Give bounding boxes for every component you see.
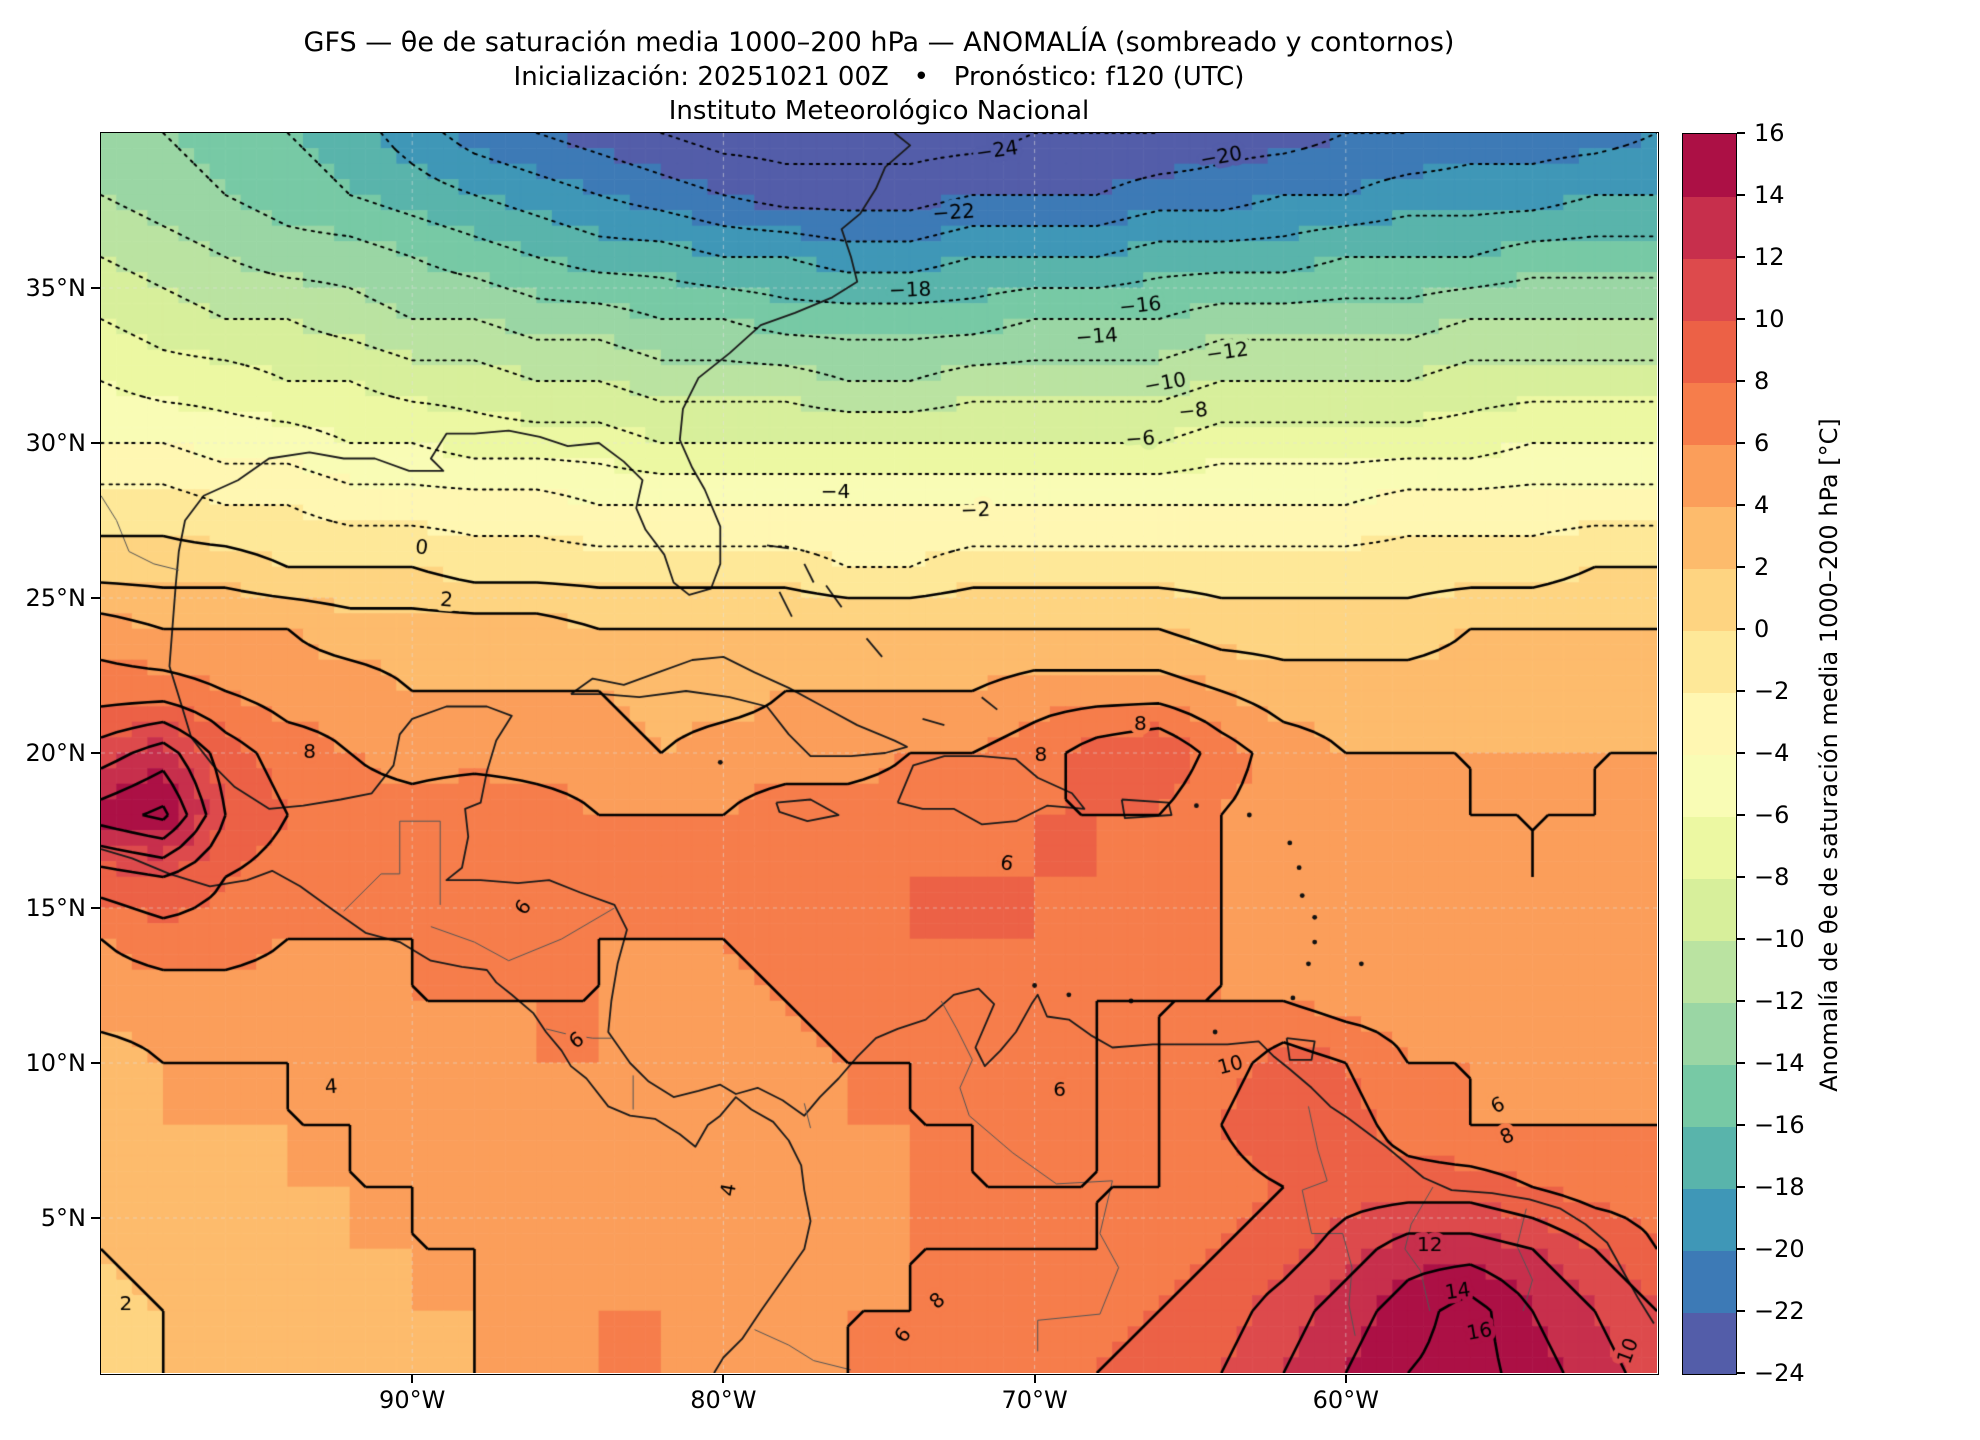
x-tick-label: 70°W — [1001, 1386, 1068, 1414]
colorbar-tick-mark — [1737, 1124, 1745, 1126]
plot-border — [99, 131, 1659, 1375]
colorbar-tick-mark — [1737, 814, 1745, 816]
colorbar-tick-mark — [1737, 752, 1745, 754]
colorbar-tick-label: 14 — [1754, 181, 1785, 209]
colorbar-segment — [1683, 444, 1736, 507]
colorbar-tick-label: −6 — [1754, 801, 1790, 829]
colorbar-tick-label: 10 — [1754, 305, 1785, 333]
title-line-2: Inicialización: 20251021 00Z • Pronóstic… — [513, 62, 1245, 92]
x-tick-label: 60°W — [1312, 1386, 1379, 1414]
colorbar-tick-mark — [1737, 194, 1745, 196]
colorbar-segment — [1683, 1312, 1736, 1374]
y-tick-label: 35°N — [25, 274, 87, 302]
y-tick-mark — [91, 907, 100, 909]
colorbar-segment — [1683, 506, 1736, 569]
colorbar-tick-mark — [1737, 938, 1745, 940]
colorbar-segment — [1683, 1002, 1736, 1065]
y-tick-label: 15°N — [25, 894, 87, 922]
colorbar-tick-mark — [1737, 1062, 1745, 1064]
colorbar-segment — [1683, 134, 1736, 197]
colorbar-tick-label: −16 — [1754, 1111, 1805, 1139]
colorbar-segment — [1683, 816, 1736, 879]
colorbar-segments — [1683, 134, 1736, 1374]
colorbar-label: Anomalía de θe de saturación media 1000–… — [1815, 418, 1843, 1092]
colorbar-tick-label: −20 — [1754, 1235, 1805, 1263]
colorbar-tick-mark — [1737, 1372, 1745, 1374]
x-tick-mark — [1033, 1374, 1036, 1383]
colorbar-segment — [1683, 940, 1736, 1003]
colorbar-segment — [1683, 630, 1736, 693]
colorbar-tick-label: 16 — [1754, 119, 1785, 147]
colorbar-tick-label: −22 — [1754, 1297, 1805, 1325]
colorbar-segment — [1683, 878, 1736, 941]
colorbar-segment — [1683, 258, 1736, 321]
y-tick-mark — [91, 1062, 100, 1064]
colorbar-tick-label: −24 — [1754, 1359, 1805, 1387]
colorbar-segment — [1683, 320, 1736, 383]
figure-titles: GFS — θe de saturación media 1000–200 hP… — [101, 26, 1657, 128]
colorbar-tick-mark — [1737, 1186, 1745, 1188]
y-tick-label: 20°N — [25, 739, 87, 767]
colorbar-tick-label: −18 — [1754, 1173, 1805, 1201]
colorbar-tick-mark — [1737, 318, 1745, 320]
y-tick-label: 30°N — [25, 429, 87, 457]
colorbar-tick-label: −4 — [1754, 739, 1790, 767]
y-tick-label: 10°N — [25, 1049, 87, 1077]
colorbar-tick-mark — [1737, 132, 1745, 134]
colorbar-tick-mark — [1737, 876, 1745, 878]
y-tick-mark — [91, 752, 100, 754]
colorbar-tick-mark — [1737, 1000, 1745, 1002]
colorbar-tick-label: −8 — [1754, 863, 1790, 891]
colorbar-tick-mark — [1737, 442, 1745, 444]
y-tick-mark — [91, 287, 100, 289]
colorbar-segment — [1683, 568, 1736, 631]
colorbar-tick-mark — [1737, 690, 1745, 692]
colorbar-segment — [1683, 1250, 1736, 1313]
colorbar-tick-mark — [1737, 256, 1745, 258]
colorbar-segment — [1683, 754, 1736, 817]
x-tick-mark — [411, 1374, 414, 1383]
colorbar-tick-label: 2 — [1754, 553, 1770, 581]
title-line-1: GFS — θe de saturación media 1000–200 hP… — [303, 27, 1455, 58]
colorbar-segment — [1683, 1064, 1736, 1127]
x-tick-label: 80°W — [690, 1386, 757, 1414]
y-tick-mark — [91, 1217, 100, 1219]
colorbar-tick-label: 0 — [1754, 615, 1770, 643]
x-tick-mark — [722, 1374, 725, 1383]
colorbar-tick-mark — [1737, 566, 1745, 568]
colorbar-tick-mark — [1737, 504, 1745, 506]
y-tick-mark — [91, 597, 100, 599]
y-tick-mark — [91, 442, 100, 444]
colorbar-tick-label: −12 — [1754, 987, 1805, 1015]
colorbar-segment — [1683, 1126, 1736, 1189]
colorbar-tick-mark — [1737, 628, 1745, 630]
x-tick-mark — [1344, 1374, 1347, 1383]
y-tick-label: 25°N — [25, 584, 87, 612]
colorbar-segment — [1683, 692, 1736, 755]
colorbar-tick-label: −14 — [1754, 1049, 1805, 1077]
colorbar-tick-label: 4 — [1754, 491, 1770, 519]
x-tick-label: 90°W — [379, 1386, 446, 1414]
colorbar-tick-mark — [1737, 380, 1745, 382]
colorbar-segment — [1683, 196, 1736, 259]
colorbar-tick-mark — [1737, 1310, 1745, 1312]
colorbar-segment — [1683, 382, 1736, 445]
colorbar-tick-label: −2 — [1754, 677, 1790, 705]
colorbar-segment — [1683, 1188, 1736, 1251]
map-canvas — [101, 133, 1657, 1373]
colorbar-tick-label: −10 — [1754, 925, 1805, 953]
colorbar-tick-label: 12 — [1754, 243, 1785, 271]
y-tick-label: 5°N — [40, 1204, 86, 1232]
colorbar — [1682, 133, 1737, 1375]
colorbar-tick-label: 8 — [1754, 367, 1770, 395]
title-line-3: Instituto Meteorológico Nacional — [668, 96, 1090, 126]
colorbar-tick-label: 6 — [1754, 429, 1770, 457]
colorbar-tick-mark — [1737, 1248, 1745, 1250]
